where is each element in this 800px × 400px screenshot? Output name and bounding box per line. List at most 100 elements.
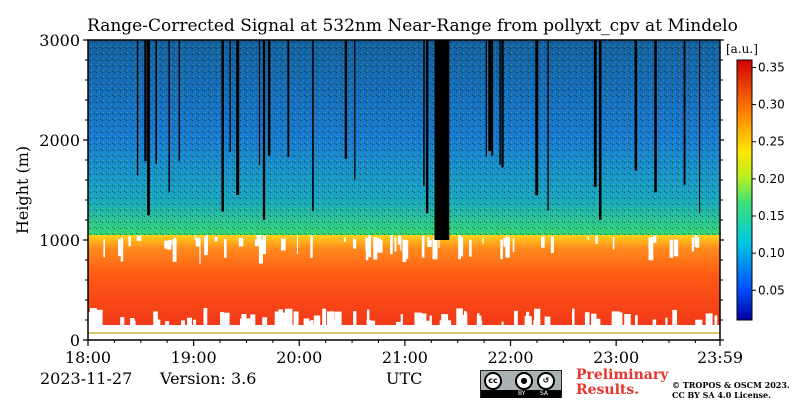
cloud-gap bbox=[460, 236, 464, 257]
cloud-gap bbox=[167, 240, 172, 250]
no-signal-streak bbox=[229, 40, 231, 152]
low-signal-gap bbox=[464, 311, 467, 325]
cloud-gap bbox=[506, 240, 510, 258]
cloud-gap bbox=[595, 235, 598, 244]
y-tick-label: 2000 bbox=[39, 131, 80, 150]
x-tick-label: 23:59 bbox=[697, 348, 743, 367]
low-signal-gap bbox=[429, 315, 432, 325]
cloud-gap bbox=[673, 239, 679, 257]
low-signal-gap bbox=[421, 320, 430, 325]
cloud-gap bbox=[296, 235, 298, 255]
low-signal-gap bbox=[224, 312, 230, 325]
low-signal-gap bbox=[652, 319, 657, 325]
low-signal-gap bbox=[445, 320, 452, 325]
cloud-gap bbox=[390, 235, 393, 255]
cloud-gap bbox=[281, 238, 286, 251]
cloud-gap bbox=[120, 237, 124, 262]
low-signal-gap bbox=[665, 317, 668, 325]
cloud-gap bbox=[669, 239, 674, 258]
cloud-gap bbox=[238, 237, 244, 247]
low-signal-gap bbox=[366, 319, 371, 325]
low-signal-gap bbox=[96, 309, 103, 325]
colorbar: 0.05 0.10 0.15 0.20 0.25 0.30 0.35[a.u.] bbox=[726, 42, 785, 321]
low-signal-gap bbox=[315, 318, 320, 325]
cloud-gap bbox=[397, 235, 402, 245]
cc-icon: cc bbox=[484, 372, 502, 390]
cloud-gap bbox=[343, 237, 346, 242]
low-signal-gap bbox=[460, 314, 465, 325]
cloud-gap bbox=[394, 237, 397, 252]
colorbar-tick-label: 0.35 bbox=[758, 60, 785, 74]
x-tick-label: 21:00 bbox=[382, 348, 428, 367]
copyright-line-2: CC BY SA 4.0 License. bbox=[672, 390, 771, 400]
colorbar-tick-label: 0.30 bbox=[758, 98, 785, 112]
cloud-gap bbox=[648, 237, 654, 261]
cloud-gap bbox=[482, 237, 484, 244]
cloud-gap bbox=[168, 240, 173, 245]
low-signal-gap bbox=[130, 318, 135, 325]
low-signal-gap bbox=[97, 318, 100, 325]
no-signal-streak bbox=[147, 40, 150, 216]
no-signal-streak bbox=[155, 40, 157, 164]
surface-gap bbox=[88, 334, 720, 340]
no-signal-streak bbox=[344, 40, 348, 159]
low-signal-gap bbox=[274, 311, 282, 325]
cloud-gap bbox=[612, 237, 615, 250]
low-signal-gap bbox=[591, 313, 597, 325]
low-signal-gap bbox=[326, 311, 335, 325]
plot-frame bbox=[87, 39, 721, 341]
low-signal-gap bbox=[370, 320, 376, 325]
colorbar-unit-label: [a.u.] bbox=[726, 42, 758, 56]
cloud-gap bbox=[199, 240, 201, 264]
low-signal-gap bbox=[303, 318, 308, 325]
version-label: Version: 3.6 bbox=[160, 369, 257, 388]
low-signal-gap bbox=[240, 318, 248, 325]
low-signal-gap bbox=[635, 315, 638, 325]
no-signal-streak bbox=[654, 40, 657, 193]
colorbar-tick-label: 0.25 bbox=[758, 135, 785, 149]
low-signal-gap bbox=[416, 321, 420, 325]
low-signal-gap bbox=[330, 319, 337, 325]
cloud-gap bbox=[458, 235, 461, 260]
colorbar-gradient bbox=[736, 59, 753, 321]
low-signal-gap bbox=[293, 311, 299, 325]
sa-label: SA bbox=[540, 390, 549, 397]
low-signal-gap bbox=[181, 320, 185, 325]
cloud-gap bbox=[377, 240, 383, 253]
no-signal-streak bbox=[221, 40, 224, 212]
cloud-gap bbox=[503, 238, 505, 247]
no-signal-streak bbox=[491, 40, 494, 156]
no-signal-streak bbox=[136, 40, 139, 176]
low-signal-gap bbox=[284, 308, 293, 325]
low-signal-gap bbox=[353, 311, 357, 325]
preliminary-line-1: Preliminary bbox=[576, 367, 669, 383]
x-tick-label: 23:00 bbox=[593, 348, 639, 367]
axes-layer: 0 1000 2000 3000 18:00 19:00 20:00 21:00 22:00 23… bbox=[13, 31, 743, 367]
no-signal-streak bbox=[423, 40, 425, 187]
cloud-gap bbox=[400, 236, 402, 251]
low-signal-gap bbox=[544, 316, 551, 325]
low-signal-gap bbox=[624, 314, 631, 325]
cloud-gap bbox=[103, 239, 105, 258]
low-signal-gap bbox=[695, 319, 703, 325]
low-signal-gap bbox=[310, 320, 314, 325]
no-signal-streak bbox=[144, 40, 147, 162]
colorbar-tick-label: 0.05 bbox=[758, 283, 785, 297]
chart-title: Range-Corrected Signal at 532nm Near-Ran… bbox=[87, 16, 738, 36]
no-signal-streak bbox=[168, 40, 170, 193]
cloud-gap bbox=[164, 240, 168, 249]
no-signal-streak bbox=[485, 40, 487, 157]
cloud-gap bbox=[376, 240, 380, 247]
cloud-gap bbox=[653, 235, 657, 243]
ground-level-strip bbox=[88, 332, 720, 334]
low-signal-gap bbox=[89, 308, 97, 325]
low-signal-gap bbox=[421, 313, 427, 325]
no-signal-streak bbox=[312, 40, 314, 212]
x-tick-label: 22:00 bbox=[487, 348, 533, 367]
no-signal-streak bbox=[236, 40, 240, 195]
low-signal-gap bbox=[456, 308, 463, 325]
cloud-gap bbox=[195, 237, 201, 247]
low-signal-gap bbox=[501, 321, 504, 325]
preliminary-line-2: Results. bbox=[576, 382, 640, 398]
